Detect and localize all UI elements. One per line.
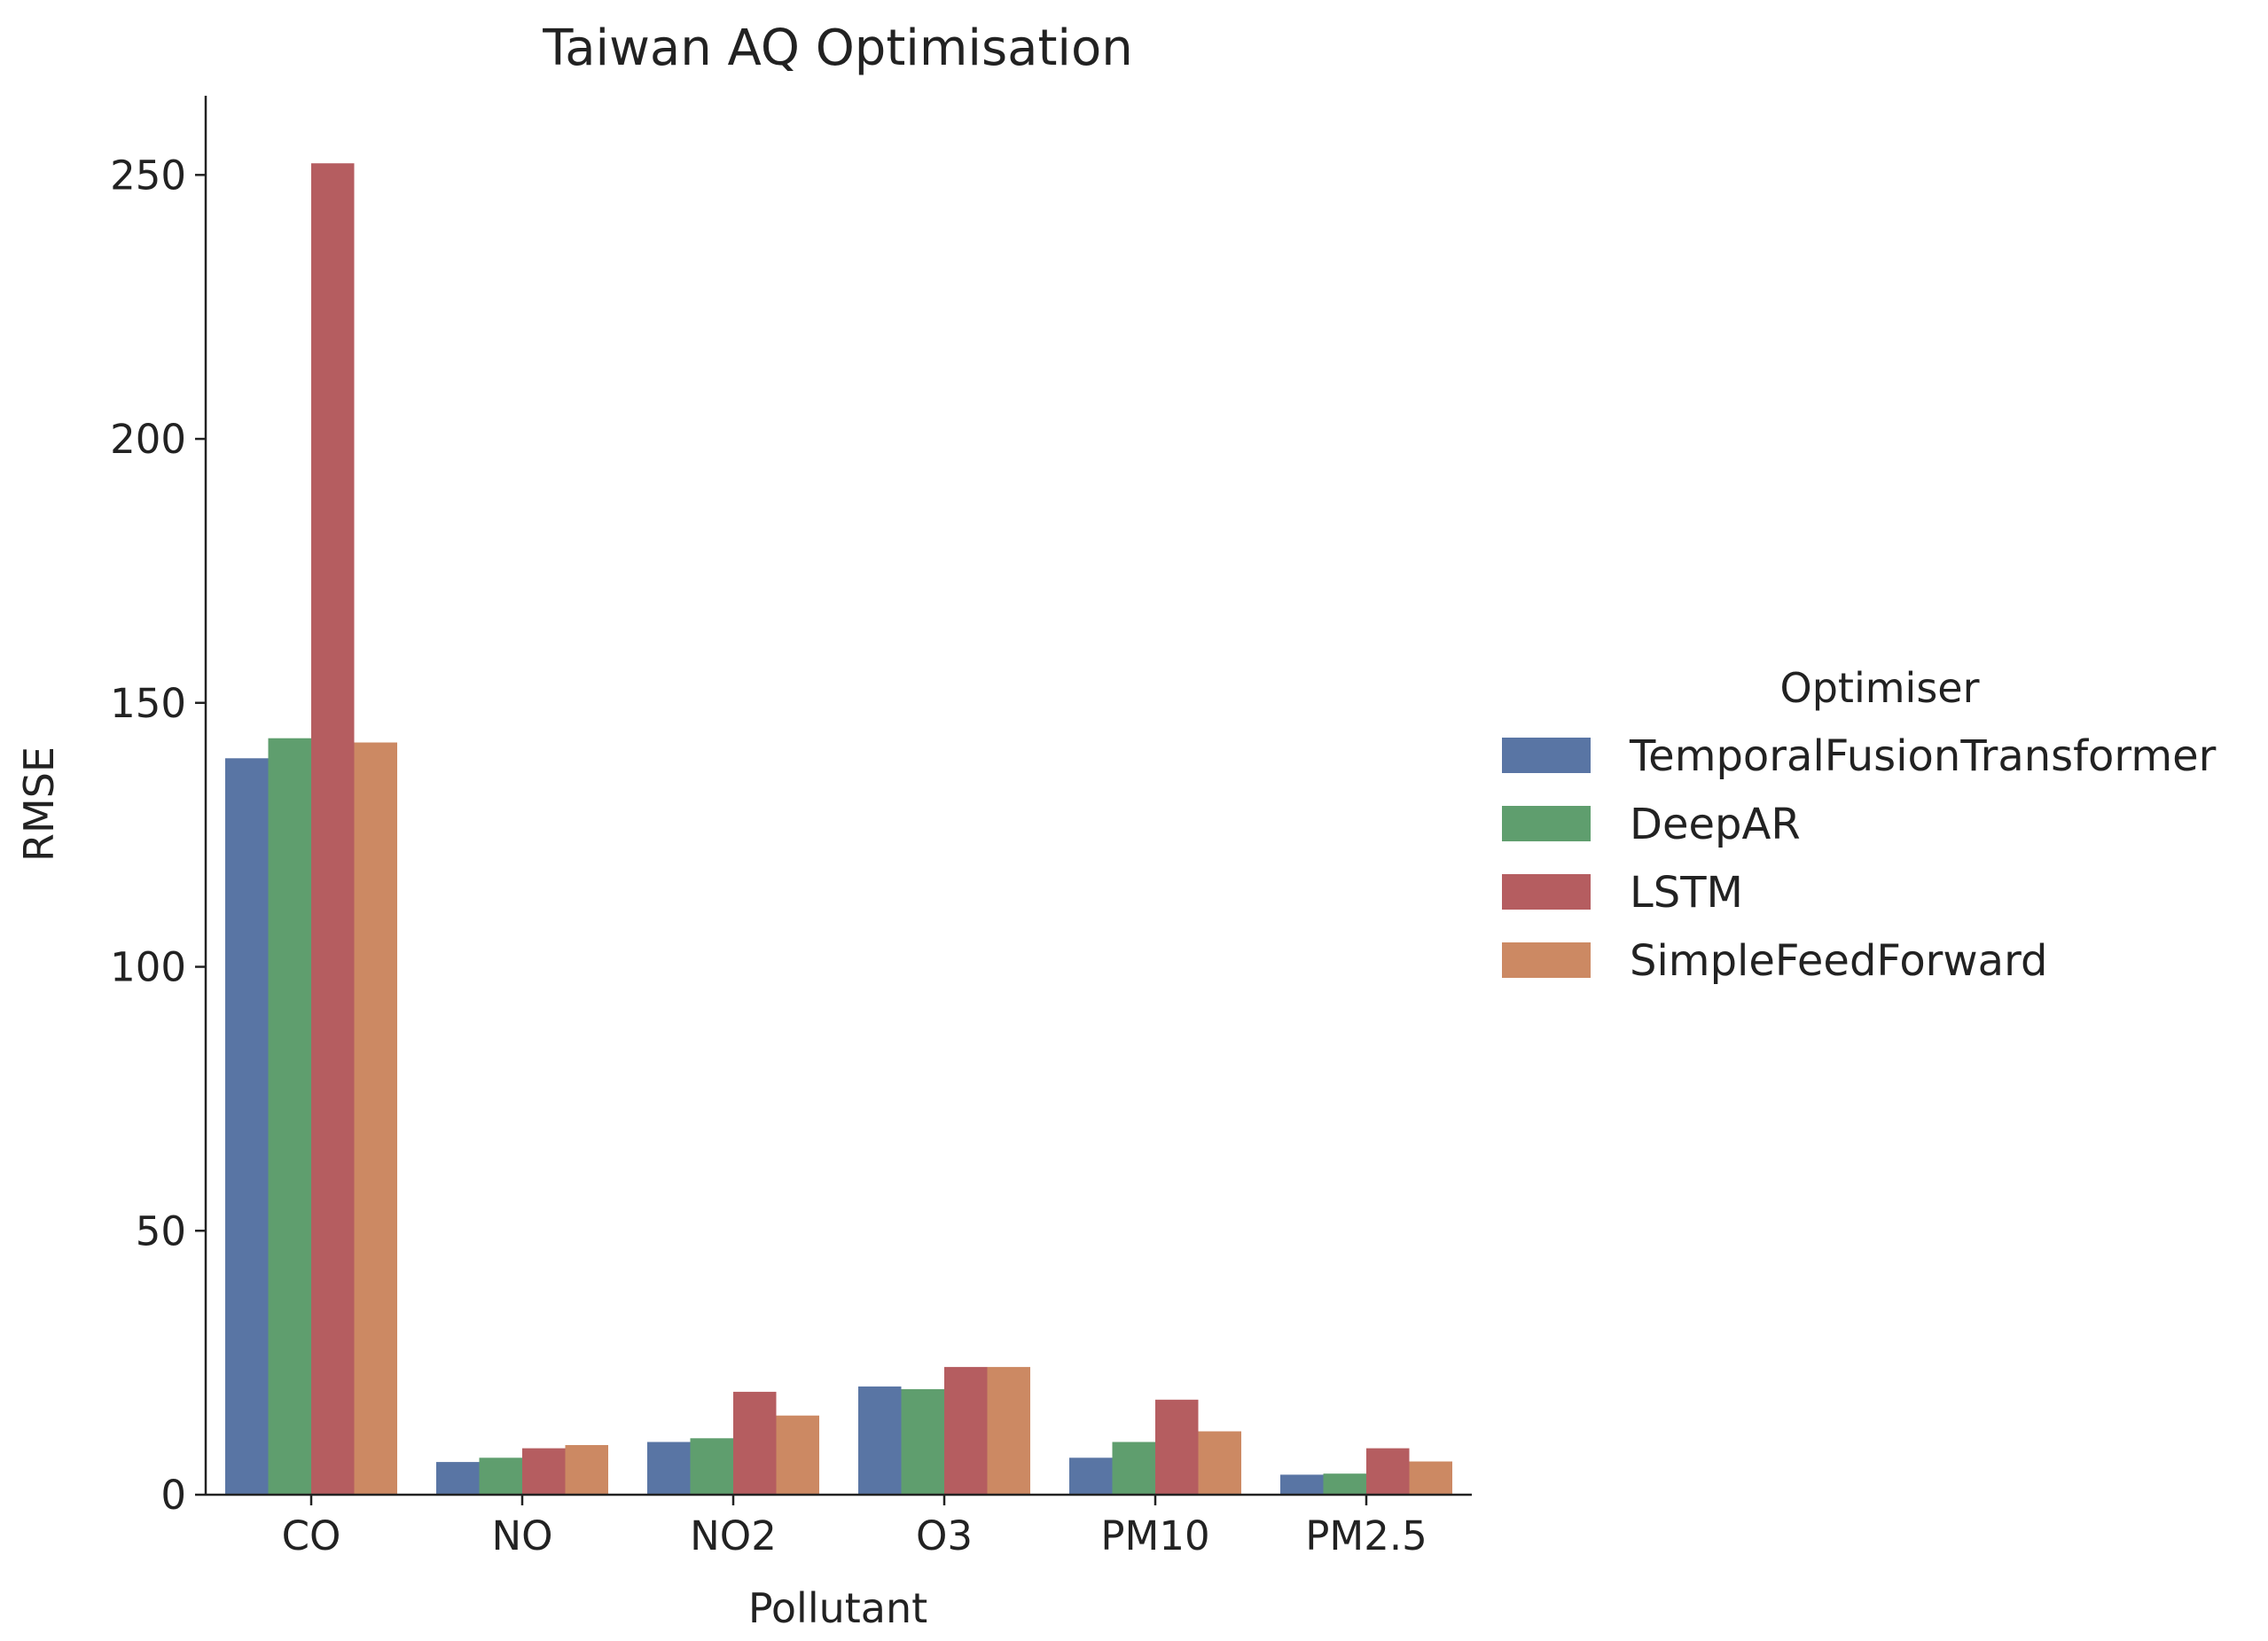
bar-simplefeedforward-o3 xyxy=(987,1366,1030,1495)
x-tick-label: NO2 xyxy=(690,1512,777,1559)
bar-temporalfusiontransformer-no xyxy=(436,1462,480,1495)
x-axis-title: Pollutant xyxy=(748,1584,927,1632)
bar-temporalfusiontransformer-co xyxy=(225,758,269,1495)
y-tick-label: 0 xyxy=(160,1472,186,1519)
legend-swatch xyxy=(1502,738,1591,773)
y-tick-label: 150 xyxy=(110,680,186,727)
bar-lstm-pm2-5 xyxy=(1366,1448,1410,1495)
bar-temporalfusiontransformer-no2 xyxy=(647,1442,691,1495)
bar-simplefeedforward-pm10 xyxy=(1198,1431,1241,1495)
bar-lstm-co xyxy=(311,163,355,1496)
y-tick-label: 100 xyxy=(110,944,186,991)
legend-swatch xyxy=(1502,942,1591,978)
chart-title: Taiwan AQ Optimisation xyxy=(542,20,1132,77)
y-axis: 0 50 100 150 200 250 xyxy=(110,96,207,1519)
bar-deepar-pm2-5 xyxy=(1323,1473,1366,1495)
bar-lstm-no xyxy=(522,1448,566,1495)
legend-swatch xyxy=(1502,874,1591,910)
bar-simplefeedforward-pm2-5 xyxy=(1409,1461,1452,1495)
y-axis-title: RMSE xyxy=(15,746,63,862)
bar-simplefeedforward-co xyxy=(354,742,397,1495)
bar-deepar-o3 xyxy=(901,1388,944,1495)
bar-temporalfusiontransformer-pm10 xyxy=(1069,1457,1113,1495)
y-tick-label: 250 xyxy=(110,152,186,199)
y-tick-label: 50 xyxy=(136,1207,186,1254)
bar-deepar-no2 xyxy=(690,1438,733,1495)
bar-temporalfusiontransformer-pm2-5 xyxy=(1280,1474,1324,1495)
plot-area xyxy=(225,163,1452,1496)
bar-lstm-pm10 xyxy=(1155,1399,1199,1495)
x-tick-label: NO xyxy=(491,1512,552,1559)
legend-label: DeepAR xyxy=(1630,800,1801,849)
legend: Optimiser TemporalFusionTransformer DeepA… xyxy=(1502,664,2217,986)
x-tick-label: PM2.5 xyxy=(1305,1512,1427,1559)
x-axis: CO NO NO2 O3 PM10 PM2.5 xyxy=(206,1493,1472,1559)
bar-lstm-o3 xyxy=(944,1366,988,1495)
x-tick-label: PM10 xyxy=(1100,1512,1209,1559)
legend-label: SimpleFeedForward xyxy=(1630,936,2047,986)
bar-temporalfusiontransformer-o3 xyxy=(858,1386,902,1495)
bar-deepar-pm10 xyxy=(1112,1442,1155,1495)
x-tick-label: O3 xyxy=(916,1512,973,1559)
bar-simplefeedforward-no2 xyxy=(776,1415,819,1495)
legend-label: TemporalFusionTransformer xyxy=(1629,731,2217,781)
legend-title: Optimiser xyxy=(1780,664,1980,712)
y-tick-label: 200 xyxy=(110,416,186,463)
bar-deepar-co xyxy=(268,738,311,1495)
bar-deepar-no xyxy=(479,1457,522,1495)
legend-swatch xyxy=(1502,806,1591,841)
legend-label: LSTM xyxy=(1630,868,1743,918)
bar-simplefeedforward-no xyxy=(565,1445,608,1495)
bar-lstm-no2 xyxy=(733,1391,777,1495)
x-tick-label: CO xyxy=(282,1512,341,1559)
